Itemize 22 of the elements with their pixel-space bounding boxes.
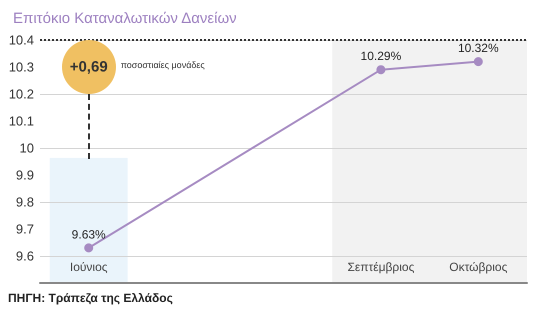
x-tick-label: Οκτώβριος — [449, 260, 508, 274]
y-tick-label: 9.7 — [16, 222, 34, 236]
y-tick-label: 10.2 — [8, 86, 34, 102]
point — [376, 65, 386, 74]
x-tick-label: Ιούνιος — [70, 260, 108, 274]
data-label: 9.63% — [72, 227, 106, 242]
y-tick-label: 10.4 — [8, 32, 34, 48]
y-tick-label: 10 — [20, 140, 34, 156]
text: ΠΗΓΗ: Τράπεζα της Ελλάδος — [8, 291, 173, 305]
data-label: 10.32% — [458, 41, 499, 56]
y-tick-label: 10.1 — [8, 114, 34, 128]
y-tick-label: 9.9 — [16, 168, 34, 182]
chart-title: Επιτόκιο Καταναλωτικών Δανείων — [13, 10, 237, 27]
annotation: ποσοστιαίες μονάδες — [120, 60, 205, 70]
y-tick-label: 9.6 — [16, 248, 34, 264]
y-tick-label: 10.3 — [8, 60, 34, 74]
point — [84, 243, 94, 252]
annotation: +0,69 — [70, 58, 108, 76]
data-label: 10.29% — [360, 49, 402, 64]
point — [474, 57, 483, 66]
y-tick-label: 9.8 — [16, 194, 34, 210]
x-tick-label: Σεπτέμβριος — [347, 260, 415, 274]
